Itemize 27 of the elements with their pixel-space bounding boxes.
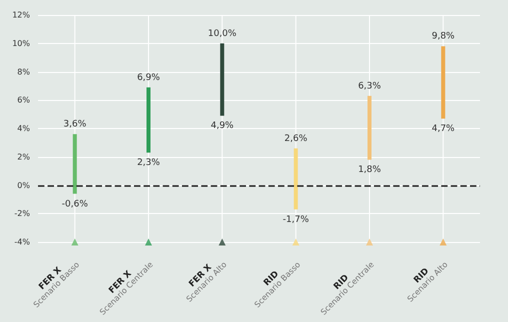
bar bbox=[146, 87, 150, 153]
y-tick-label: -4% bbox=[14, 238, 30, 246]
annotation: 2,6% bbox=[284, 134, 308, 144]
annotation: 4,7% bbox=[432, 124, 456, 134]
annotation: 6,9% bbox=[137, 72, 160, 83]
y-tick-label: 8% bbox=[17, 67, 30, 76]
y-tick-label: 2% bbox=[17, 152, 30, 162]
y-tick-label: 12% bbox=[12, 10, 30, 20]
annotation: -0,6% bbox=[62, 199, 88, 210]
bar bbox=[220, 43, 224, 116]
annotation: 3,6% bbox=[63, 120, 87, 130]
annotation: 2,3% bbox=[137, 158, 160, 168]
annotation: 9,8% bbox=[432, 32, 456, 42]
bar bbox=[441, 46, 446, 119]
bar bbox=[368, 96, 372, 160]
annotation: 4,9% bbox=[210, 121, 234, 132]
y-tick-label: 0% bbox=[17, 180, 30, 190]
annotation: 1,8% bbox=[358, 165, 382, 176]
y-tick-label: 4% bbox=[17, 124, 30, 133]
bar bbox=[72, 134, 77, 194]
annotation: 10,0% bbox=[208, 28, 237, 39]
annotation: 6,3% bbox=[358, 81, 382, 92]
y-tick-label: -2% bbox=[14, 209, 30, 218]
y-tick-label: 6% bbox=[17, 96, 30, 105]
bar bbox=[294, 148, 298, 210]
y-tick-label: 10% bbox=[12, 38, 30, 48]
annotation: -1,7% bbox=[282, 214, 310, 225]
